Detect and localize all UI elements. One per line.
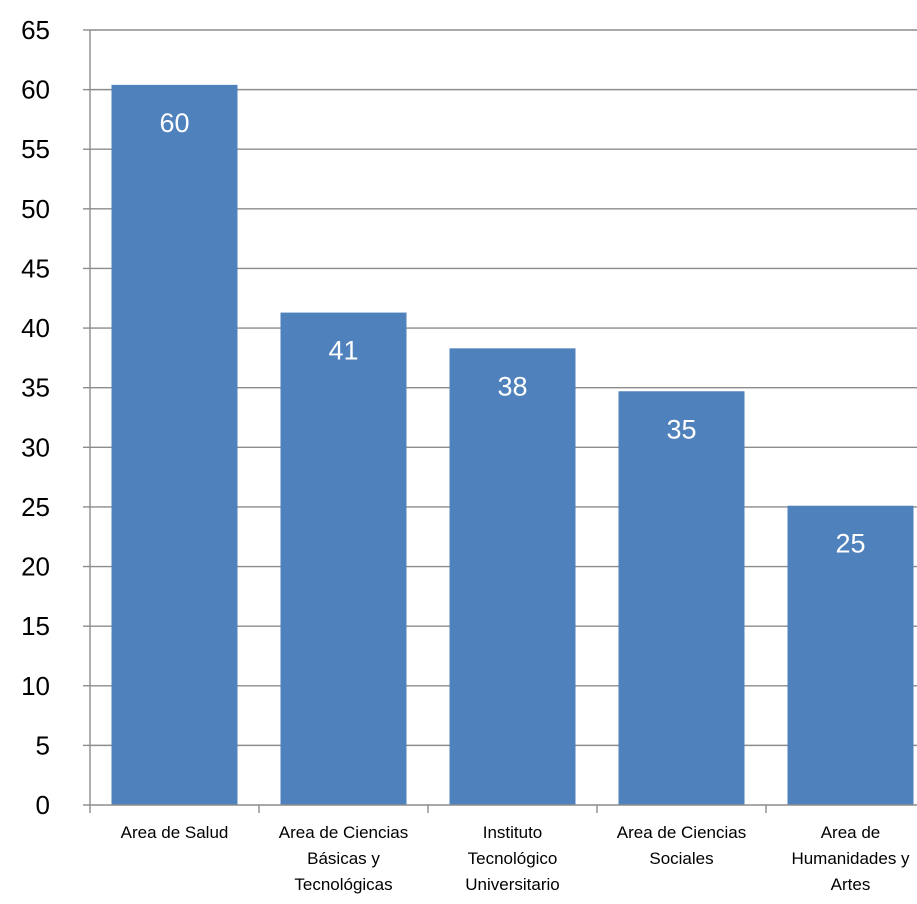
- x-tick-label-line: Humanidades y: [791, 849, 910, 868]
- x-tick-label-line: Básicas y: [307, 849, 380, 868]
- y-tick-label: 30: [21, 432, 50, 462]
- x-tick-label-line: Instituto: [483, 823, 543, 842]
- y-tick-label: 5: [36, 730, 50, 760]
- x-tick-label-line: Area de: [821, 823, 881, 842]
- x-tick-label: Area de Humanidades y Artes: [791, 823, 910, 894]
- x-tick-label-line: Area de Ciencias: [617, 823, 746, 842]
- y-tick-label: 0: [36, 790, 50, 820]
- y-tick-label: 20: [21, 552, 50, 582]
- x-tick-label: Instituto Tecnológico Universitario: [465, 823, 559, 894]
- data-label: 25: [835, 529, 865, 559]
- x-tick-label-line: Sociales: [649, 849, 713, 868]
- x-tick-label-line: Area de Ciencias: [279, 823, 408, 842]
- x-tick-label-line: Universitario: [465, 875, 559, 894]
- x-tick-label-line: Artes: [831, 875, 871, 894]
- x-tick-label-line: Area de Salud: [121, 823, 229, 842]
- y-tick-label: 10: [21, 671, 50, 701]
- y-tick-label: 50: [21, 194, 50, 224]
- x-tick-label-line: Tecnológico: [468, 849, 558, 868]
- bar: [280, 312, 407, 805]
- data-label: 41: [328, 336, 358, 366]
- y-tick-labels: 0 5 10 15 20 25 30 35 40 45 50 55 60 65: [21, 15, 50, 820]
- bars: [111, 84, 914, 806]
- y-tick-label: 65: [21, 15, 50, 45]
- y-tick-label: 40: [21, 313, 50, 343]
- bar: [449, 348, 576, 805]
- y-tick-label: 60: [21, 75, 50, 105]
- y-tick-label: 15: [21, 611, 50, 641]
- x-tick-label: Area de Ciencias Sociales: [617, 823, 746, 868]
- data-label: 60: [159, 108, 189, 138]
- x-tick-labels: Area de Salud Area de Ciencias Básicas y Te…: [121, 823, 910, 894]
- bar: [787, 505, 914, 805]
- bar: [111, 84, 238, 806]
- y-tick-label: 55: [21, 134, 50, 164]
- bar: [618, 391, 745, 805]
- x-tick-label-line: Tecnológicas: [294, 875, 392, 894]
- y-tick-label: 25: [21, 492, 50, 522]
- data-labels: 60 41 38 35 25: [159, 108, 865, 559]
- axes: [83, 29, 917, 813]
- y-tick-label: 35: [21, 373, 50, 403]
- x-tick-label: Area de Ciencias Básicas y Tecnológicas: [279, 823, 408, 894]
- data-label: 35: [666, 414, 696, 444]
- data-label: 38: [497, 371, 527, 401]
- y-tick-label: 45: [21, 253, 50, 283]
- x-tick-label: Area de Salud: [121, 823, 229, 842]
